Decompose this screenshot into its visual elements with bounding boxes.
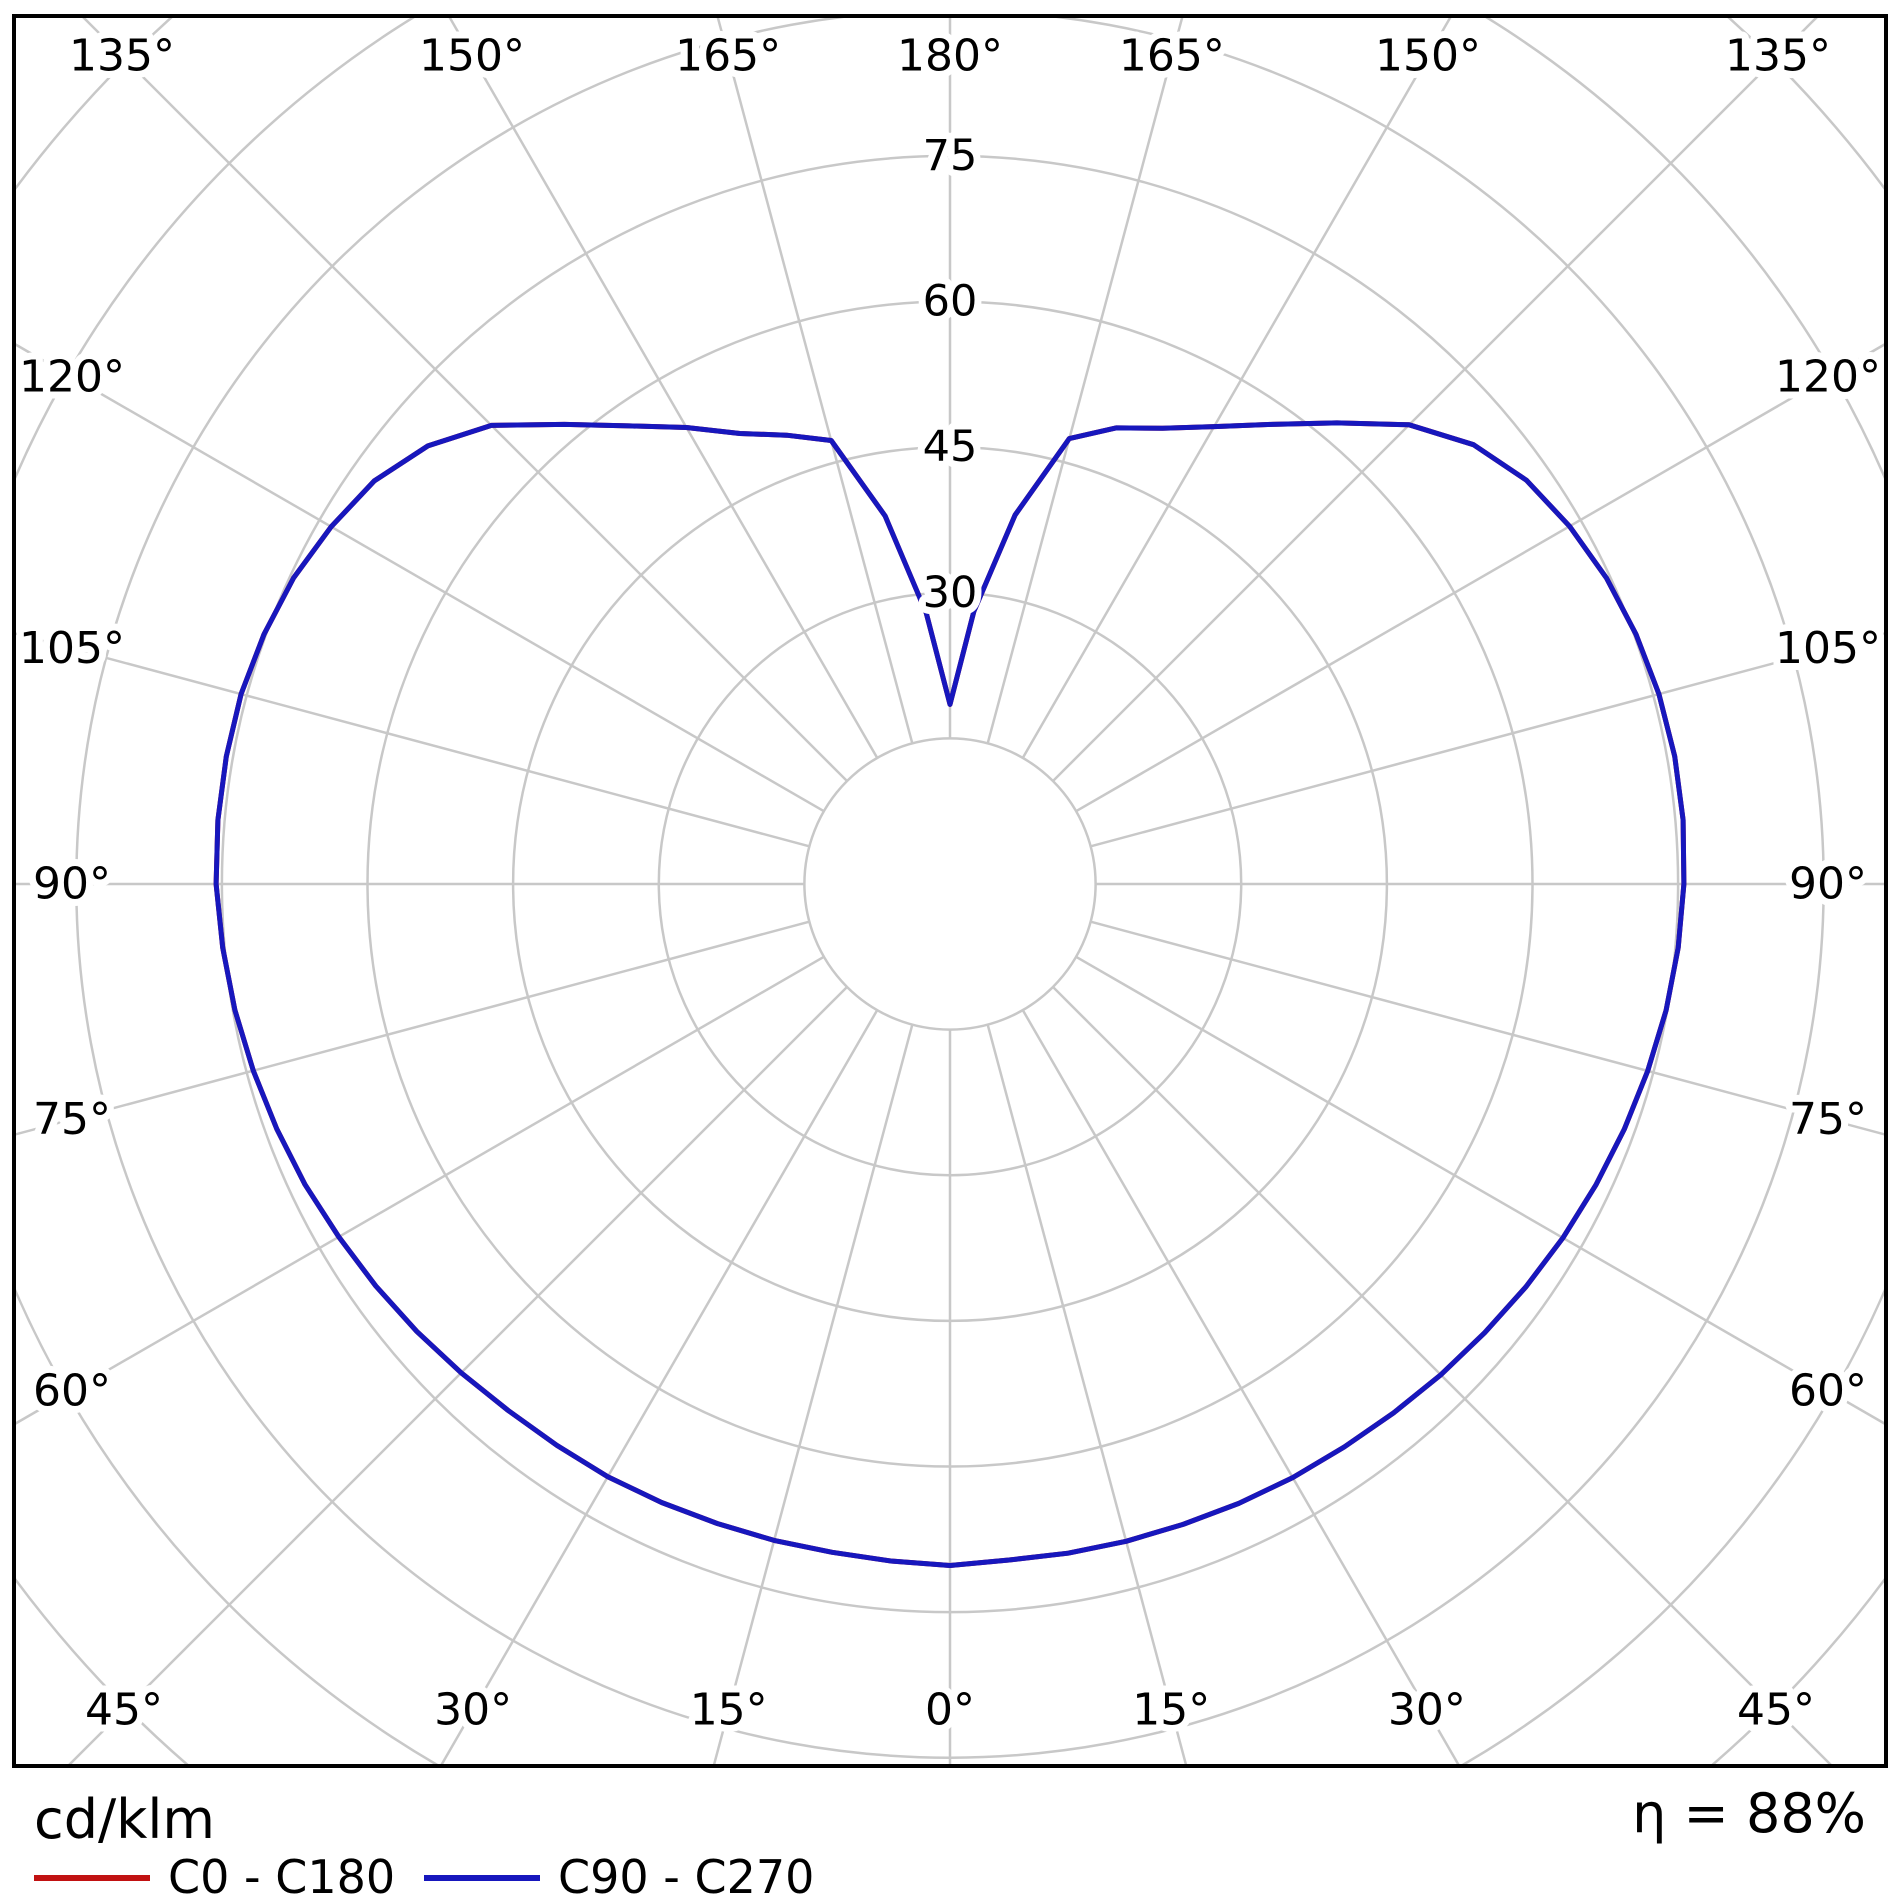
angle-label: 45° (85, 1685, 163, 1736)
angle-label: 135° (69, 31, 175, 82)
grid-spoke (1052, 18, 1818, 782)
grid-spoke (440, 1009, 879, 1764)
grid-spoke (712, 1024, 914, 1764)
angle-label: 30° (434, 1685, 512, 1736)
grid-spoke (716, 18, 914, 744)
plot-border (12, 14, 1888, 1768)
grid-spoke (1075, 343, 1884, 813)
angle-label: 105° (19, 623, 125, 674)
efficiency-label: η = 88% (1632, 1782, 1866, 1845)
angle-label: 45° (1737, 1685, 1815, 1736)
grid-labels: 0° 15° 15° 30° 30° 45° 45° 60° 60° 75° 75° 90° 90° 10… (12, 24, 1888, 1743)
grid-spoke (82, 18, 848, 782)
radial-tick-label: 75 (923, 131, 978, 181)
legend-label-c90-c270: C90 - C270 (558, 1850, 814, 1900)
angle-label: 165° (1119, 31, 1225, 82)
angle-label: 0° (925, 1685, 975, 1736)
grid-spoke (16, 632, 810, 848)
angle-label: 150° (1375, 31, 1481, 82)
legend: C0 - C180 C90 - C270 (34, 1850, 814, 1900)
angle-label: 30° (1388, 1685, 1466, 1736)
angle-label: 60° (33, 1365, 111, 1416)
angle-label: 105° (1775, 623, 1881, 674)
grid-spoke (1090, 632, 1884, 848)
radial-tick-label: 60 (923, 277, 978, 327)
grid-spoke (68, 986, 848, 1764)
angle-label: 120° (1775, 352, 1881, 403)
angle-label: 90° (33, 859, 111, 910)
angle-label: 135° (1725, 31, 1831, 82)
angle-label: 120° (19, 352, 125, 403)
grid-spoke (1090, 920, 1884, 1136)
grid-spoke (1021, 1009, 1460, 1764)
units-label: cd/klm (34, 1788, 215, 1851)
angle-label: 90° (1789, 859, 1867, 910)
curve-c90-c270 (213, 420, 1687, 1568)
curves (213, 420, 1687, 1568)
angle-label: 60° (1789, 1365, 1867, 1416)
grid-spoke (1075, 955, 1884, 1425)
angle-label: 165° (675, 31, 781, 82)
legend-label-c0-c180: C0 - C180 (168, 1850, 395, 1900)
grid-spoke (16, 920, 810, 1136)
radial-tick-label: 45 (923, 422, 978, 472)
grid-spoke (986, 18, 1184, 744)
grid-spoke (16, 343, 825, 813)
radial-tick-label: 30 (923, 568, 978, 618)
grid-spoke (1052, 986, 1832, 1764)
grid-spoke (986, 1024, 1188, 1764)
angle-label: 150° (419, 31, 525, 82)
angle-label: 75° (1789, 1094, 1867, 1145)
angle-label: 15° (1132, 1685, 1210, 1736)
grid-spoke (448, 18, 879, 759)
grid-spoke (1021, 18, 1452, 759)
grid-ring (803, 737, 1097, 1031)
angle-label: 15° (690, 1685, 768, 1736)
grid-spoke (16, 955, 825, 1425)
angle-label: 180° (897, 31, 1003, 82)
angle-label: 75° (33, 1094, 111, 1145)
